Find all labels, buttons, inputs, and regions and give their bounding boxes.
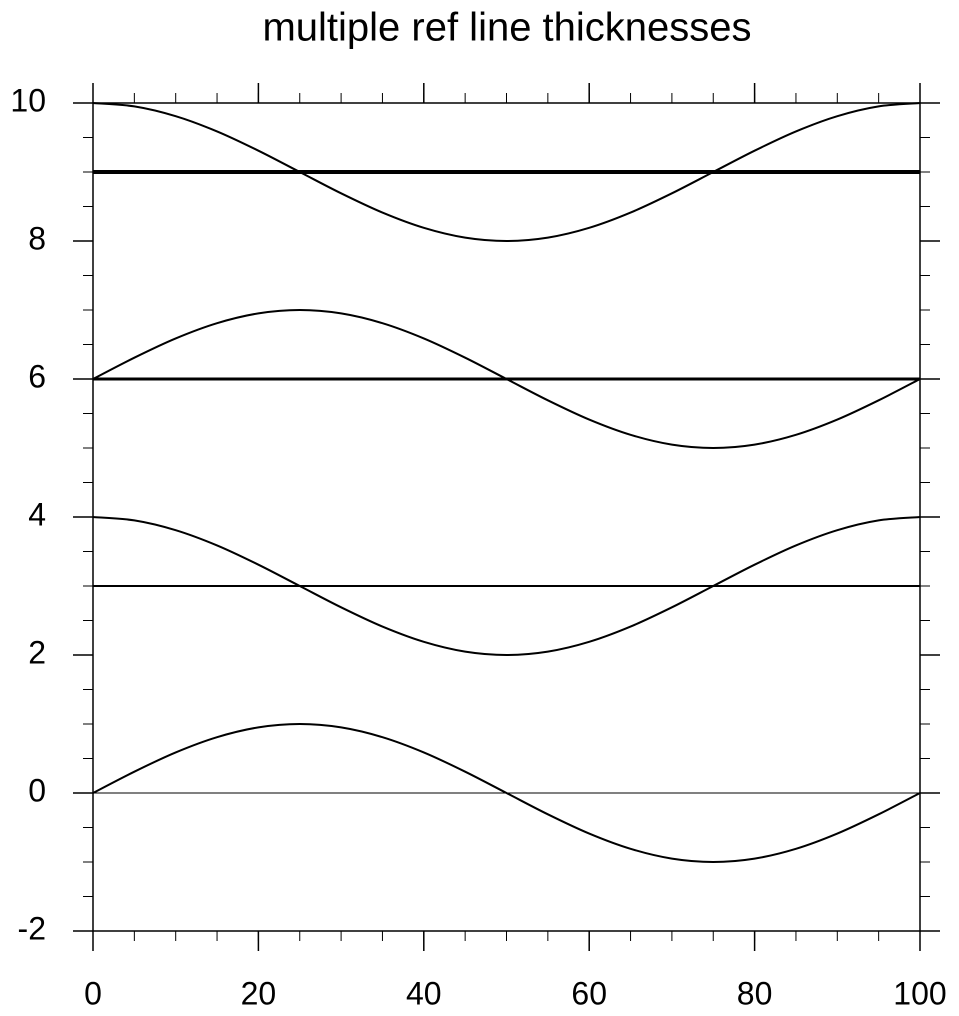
y-tick-label: 0 [28,772,46,808]
y-tick-label: 8 [28,220,46,256]
plot-frame [92,102,921,932]
x-tick-label: 20 [241,975,277,1011]
line-series [92,722,921,864]
line-series [92,102,921,243]
x-tick-label: 60 [571,975,607,1011]
x-tick-label: 40 [406,975,442,1011]
x-tick-label: 0 [84,975,102,1011]
y-tick-label: 2 [28,634,46,670]
line-series [92,308,921,450]
y-tick-label: 4 [28,496,46,532]
x-tick-label: 100 [893,975,946,1011]
chart-title: multiple ref line thicknesses [262,6,751,50]
x-tick-label: 80 [737,975,773,1011]
line-series [92,516,921,657]
y-tick-label: 10 [10,82,46,118]
y-tick-label: -2 [18,910,46,946]
y-tick-label: 6 [28,358,46,394]
